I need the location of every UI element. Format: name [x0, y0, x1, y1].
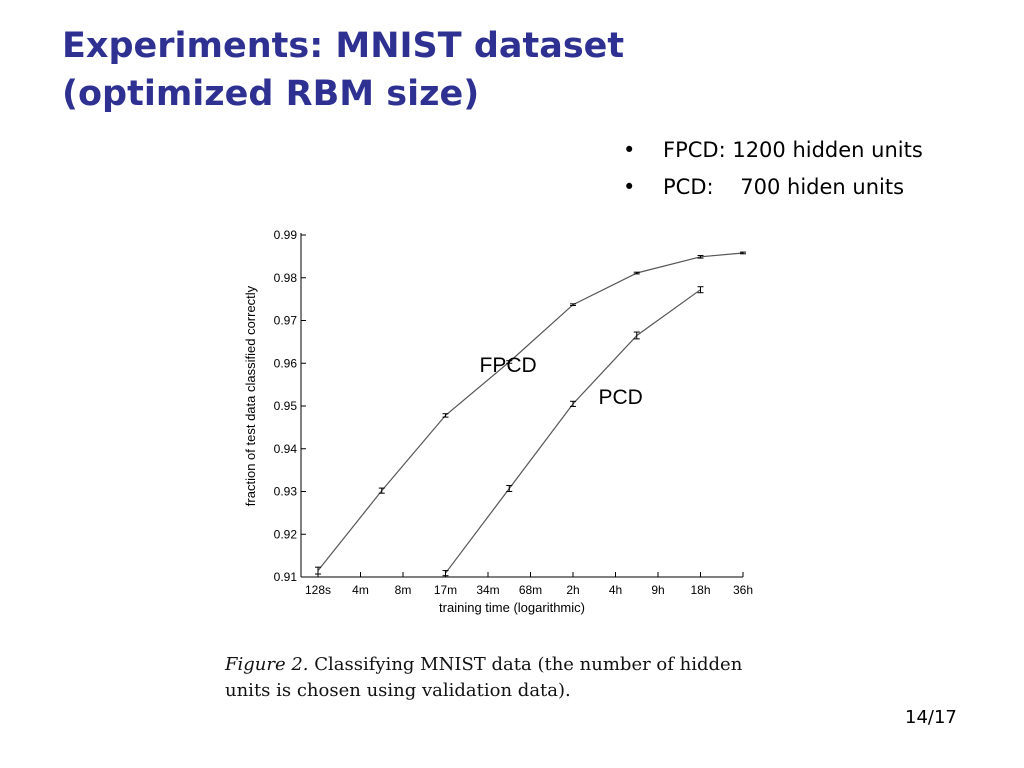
y-axis-label: fraction of test data classified correct… [243, 285, 258, 506]
x-tick-label: 2h [566, 583, 579, 597]
error-bar-pcd [506, 485, 513, 492]
error-bar-fpcd [315, 566, 321, 575]
figure-caption: Figure 2. Classifying MNIST data (the nu… [225, 652, 785, 704]
error-bar-fpcd [570, 303, 576, 307]
x-axis-label: training time (logarithmic) [439, 600, 585, 615]
bullet-item-pcd: • PCD: 700 hiden units [623, 171, 923, 208]
chart-series [315, 251, 746, 577]
y-tick-label: 0.92 [274, 527, 298, 541]
accuracy-chart: 0.91 0.92 0.93 0.94 0.95 0.96 0.97 0.98 0.99 128s… [243, 228, 753, 615]
x-tick-label: 4h [609, 583, 622, 597]
x-tick-label: 9h [651, 583, 664, 597]
error-bar-pcd [442, 570, 449, 577]
page-number: 14/17 [905, 707, 957, 728]
x-tick-label: 128s [305, 583, 331, 597]
error-bar-pcd [570, 400, 576, 407]
bullet-text: PCD: 700 hiden units [663, 175, 905, 199]
slide-title-line-2: (optimized RBM size) [62, 74, 480, 114]
bullet-marker: • [623, 138, 636, 162]
figure-label: Figure 2. [225, 654, 309, 675]
series-label-pcd: PCD [599, 386, 643, 409]
series-label-fpcd: FPCD [480, 354, 537, 377]
chart-axes [300, 233, 744, 578]
error-bar-pcd [697, 286, 704, 294]
x-tick-label: 68m [519, 583, 542, 597]
error-bar-fpcd [740, 251, 746, 255]
bullet-list: • FPCD: 1200 hidden units • PCD: 700 hiden… [623, 134, 923, 208]
x-tick-label: 18h [690, 583, 710, 597]
slide-title-line-1: Experiments: MNIST dataset [62, 26, 625, 66]
y-tick-label: 0.91 [274, 570, 298, 584]
series-line-pcd [445, 289, 701, 574]
caption-text: Classifying MNIST data (the number of hi… [225, 654, 743, 701]
series-line-fpcd [317, 252, 744, 571]
x-tick-label: 8m [395, 583, 412, 597]
bullet-text: FPCD: 1200 hidden units [663, 138, 923, 162]
bullet-marker: • [623, 175, 636, 199]
chart-labels: 0.91 0.92 0.93 0.94 0.95 0.96 0.97 0.98 0.99 128s… [243, 228, 753, 615]
x-tick-label: 17m [434, 583, 457, 597]
error-bar-fpcd [697, 255, 704, 259]
y-tick-label: 0.99 [274, 228, 298, 242]
y-tick-label: 0.93 [274, 485, 298, 499]
error-bar-fpcd [442, 413, 449, 418]
y-tick-label: 0.94 [274, 442, 298, 456]
y-tick-label: 0.96 [274, 356, 298, 370]
error-bar-fpcd [633, 271, 640, 275]
y-tick-label: 0.97 [274, 314, 298, 328]
x-tick-label: 36h [733, 583, 753, 597]
error-bar-fpcd [506, 360, 513, 364]
x-tick-label: 4m [352, 583, 369, 597]
error-bar-pcd [633, 331, 640, 340]
error-bar-fpcd [378, 487, 385, 494]
y-tick-label: 0.98 [274, 271, 298, 285]
y-tick-label: 0.95 [274, 399, 298, 413]
bullet-item-fpcd: • FPCD: 1200 hidden units [623, 134, 923, 171]
x-tick-label: 34m [476, 583, 499, 597]
slide-title: Experiments: MNIST dataset (optimized RB… [62, 22, 762, 118]
